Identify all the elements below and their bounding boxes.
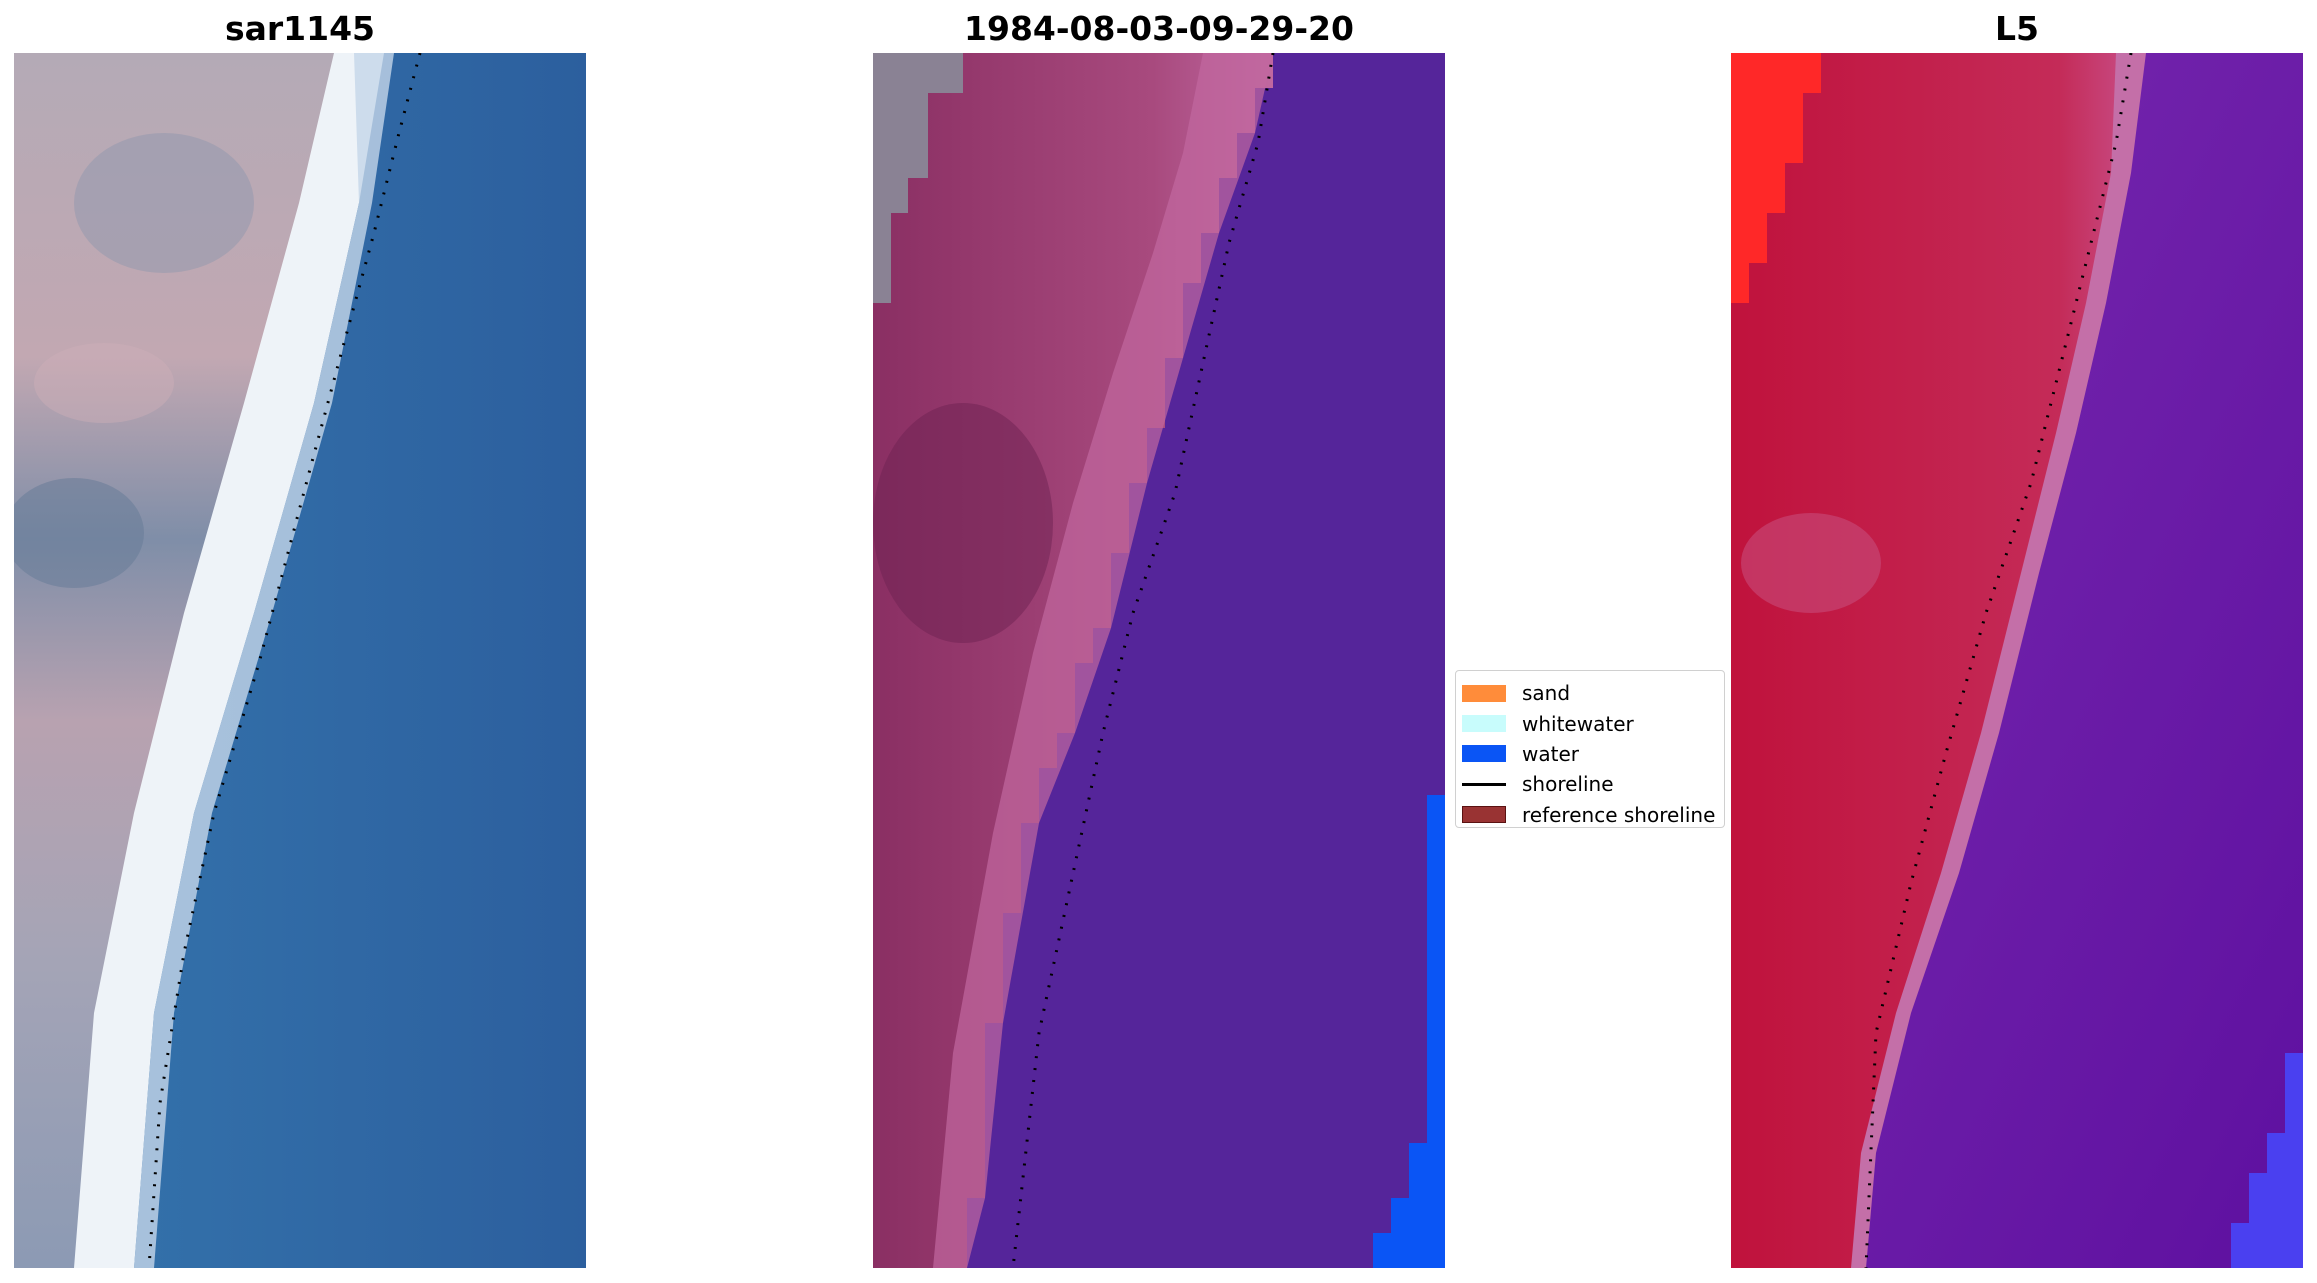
classification-panel <box>873 53 1445 1268</box>
legend-label: shoreline <box>1522 772 1614 797</box>
legend-label: reference shoreline <box>1522 802 1716 827</box>
rgb-image <box>14 53 586 1268</box>
legend-label: water <box>1522 741 1579 766</box>
shoreline <box>1864 53 2133 1268</box>
index-image <box>1731 53 2303 1268</box>
legend-item-shoreline: shoreline <box>1462 769 1724 799</box>
panel-title-classification: 1984-08-03-09-29-20 <box>964 9 1354 48</box>
legend-label: sand <box>1522 681 1571 706</box>
legend: sand whitewater water shoreline reference sh… <box>1455 670 1725 828</box>
legend-label: whitewater <box>1522 711 1634 736</box>
classification-image <box>873 53 1445 1268</box>
legend-item-whitewater: whitewater <box>1462 708 1724 738</box>
legend-item-sand: sand <box>1462 678 1724 708</box>
legend-item-water: water <box>1462 739 1724 769</box>
legend-swatch <box>1462 806 1506 824</box>
rgb-image-panel <box>14 53 586 1268</box>
panel-title-index: L5 <box>1995 9 2039 48</box>
legend-item-reference-shoreline: reference shoreline <box>1462 800 1724 830</box>
legend-swatch <box>1462 715 1506 733</box>
legend-swatch <box>1462 782 1506 786</box>
index-panel <box>1731 53 2303 1268</box>
legend-swatch <box>1462 745 1506 763</box>
legend-swatch <box>1462 684 1506 702</box>
panel-title-rgb: sar1145 <box>224 9 376 48</box>
